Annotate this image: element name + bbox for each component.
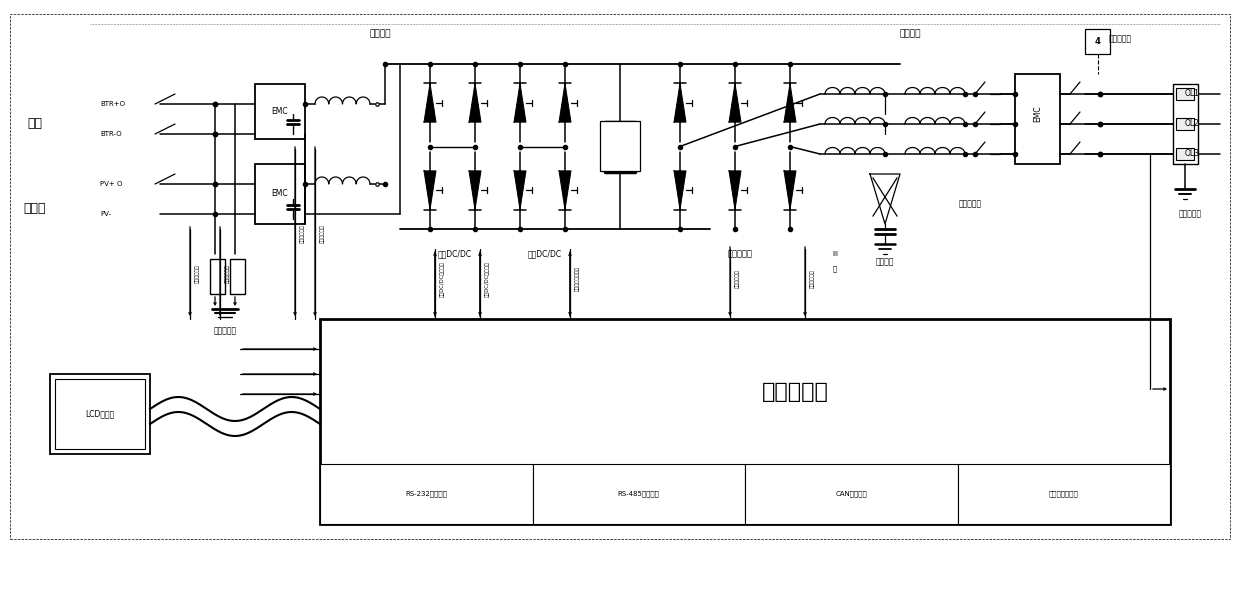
Text: RS-232通信接口: RS-232通信接口: [405, 491, 448, 498]
Text: III: III: [832, 251, 838, 257]
Text: 交流防雷器: 交流防雷器: [1178, 209, 1202, 219]
Bar: [1176, 148, 1194, 160]
Text: 电网电压采样: 电网电压采样: [735, 270, 740, 289]
Polygon shape: [469, 83, 481, 122]
Text: 滤波电容: 滤波电容: [875, 258, 894, 267]
Bar: [1085, 29, 1110, 54]
Text: BTR-O: BTR-O: [100, 131, 122, 137]
Text: 直流防雷器: 直流防雷器: [213, 326, 237, 336]
Bar: [10, 14, 1230, 539]
Text: 三相逆变桥: 三相逆变桥: [728, 250, 753, 258]
Text: OL3: OL3: [1185, 149, 1200, 158]
Bar: [1176, 118, 1194, 130]
Polygon shape: [515, 83, 526, 122]
Text: 滤波电路: 滤波电路: [370, 29, 391, 38]
Bar: [957, 464, 1171, 524]
Bar: [600, 122, 640, 172]
Bar: [1176, 88, 1194, 100]
Text: 电池电流采样: 电池电流采样: [300, 225, 305, 244]
Polygon shape: [515, 171, 526, 209]
Bar: [229, 259, 246, 294]
Bar: [320, 319, 1171, 524]
Polygon shape: [870, 174, 900, 224]
Text: 光伏板: 光伏板: [24, 203, 46, 216]
Polygon shape: [729, 83, 742, 122]
Polygon shape: [469, 171, 481, 209]
Bar: [210, 259, 224, 294]
Text: 交流接触器: 交流接触器: [959, 200, 982, 208]
Polygon shape: [424, 171, 436, 209]
Text: 光伏DC/DC控制信号: 光伏DC/DC控制信号: [440, 261, 445, 297]
Bar: [255, 164, 305, 224]
Bar: [745, 464, 957, 524]
Polygon shape: [559, 83, 570, 122]
Bar: [255, 84, 305, 139]
Text: PV-: PV-: [100, 211, 112, 217]
Text: 光伏DC/DC: 光伏DC/DC: [438, 250, 472, 258]
Polygon shape: [675, 171, 686, 209]
Polygon shape: [424, 83, 436, 122]
Bar: [532, 464, 745, 524]
Text: 以太网通信接口: 以太网通信接口: [1049, 491, 1079, 498]
Text: PV+ O: PV+ O: [100, 181, 123, 187]
Text: 4: 4: [1095, 37, 1100, 46]
Polygon shape: [784, 83, 796, 122]
Text: 电池电压采样: 电池电压采样: [320, 225, 325, 244]
Text: RS-485通信接口: RS-485通信接口: [618, 491, 660, 498]
Text: 光伏电流采样: 光伏电流采样: [195, 265, 200, 283]
Text: 电网电流采样: 电网电流采样: [810, 270, 815, 289]
Text: 核心控制板: 核心控制板: [761, 381, 828, 401]
Bar: [55, 379, 145, 449]
Text: 亩: 亩: [833, 266, 837, 272]
Text: 储能DC/DC控制信号: 储能DC/DC控制信号: [485, 261, 490, 297]
Bar: [320, 464, 532, 524]
Text: CAN通信接口: CAN通信接口: [836, 491, 867, 498]
Text: OL1: OL1: [1185, 90, 1200, 99]
Bar: [50, 374, 150, 454]
Polygon shape: [559, 171, 570, 209]
Text: 交流断路器: 交流断路器: [1109, 35, 1132, 43]
Text: OL2: OL2: [1185, 119, 1200, 128]
Text: 滤波电路: 滤波电路: [899, 29, 921, 38]
Text: 三相逆变控制信号: 三相逆变控制信号: [575, 267, 580, 292]
Text: EMC: EMC: [272, 189, 289, 199]
Bar: [1016, 74, 1060, 164]
Text: 储能DC/DC: 储能DC/DC: [528, 250, 562, 258]
Polygon shape: [729, 171, 742, 209]
Polygon shape: [784, 171, 796, 209]
Text: 光伏电压采样: 光伏电压采样: [224, 265, 229, 283]
Bar: [1173, 84, 1198, 164]
Text: EMC: EMC: [1033, 106, 1042, 122]
Text: 电池: 电池: [27, 118, 42, 130]
Text: EMC: EMC: [272, 107, 289, 116]
Text: LCD显示器: LCD显示器: [86, 409, 114, 418]
Polygon shape: [675, 83, 686, 122]
Text: BTR+O: BTR+O: [100, 101, 125, 107]
